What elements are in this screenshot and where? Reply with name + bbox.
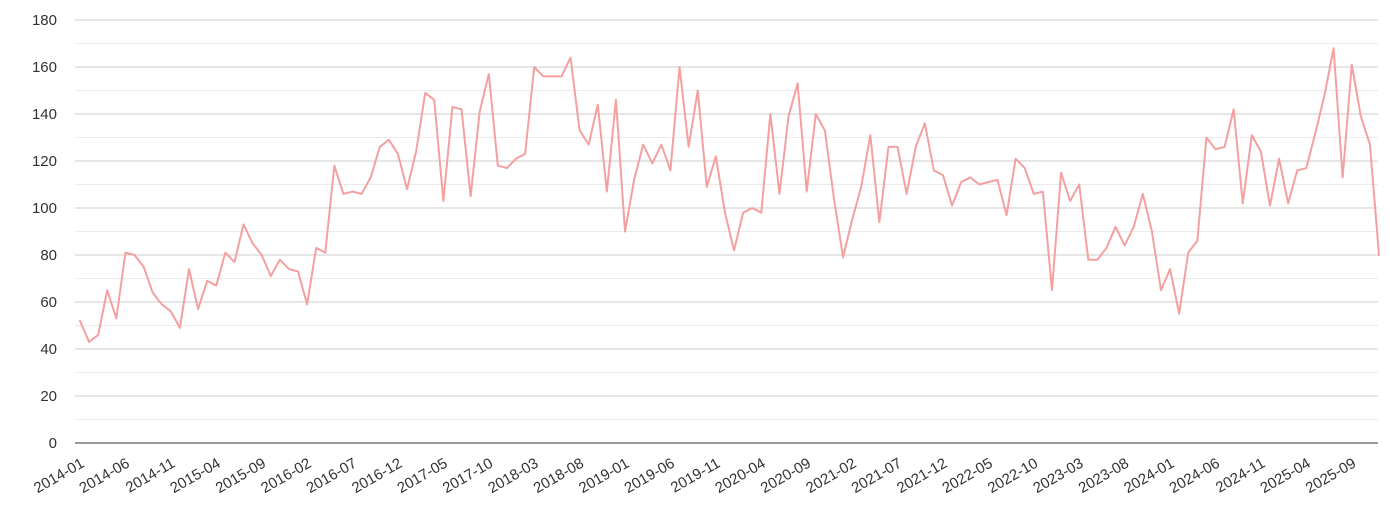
x-tick-label: 2019-06: [621, 455, 677, 497]
series-line: [79, 47, 1380, 343]
x-tick-label: 2025-09: [1303, 455, 1359, 497]
x-tick-label: 2022-10: [985, 455, 1041, 497]
x-tick-label: 2016-02: [258, 455, 314, 497]
x-tick-label: 2020-09: [758, 455, 814, 497]
x-tick-label: 2021-02: [803, 455, 859, 497]
x-tick-label: 2023-03: [1030, 455, 1086, 497]
y-tick-label: 0: [49, 435, 57, 452]
x-tick-label: 2017-05: [394, 455, 450, 497]
x-tick-label: 2019-01: [576, 455, 632, 497]
y-axis-ticks: 0 20 40 60 80 100 120 140 160 180: [32, 12, 57, 452]
y-tick-label: 180: [32, 12, 57, 29]
x-tick-label: 2018-08: [531, 455, 587, 497]
x-tick-label: 2015-09: [213, 455, 269, 497]
x-tick-label: 2014-11: [123, 455, 178, 497]
x-tick-label: 2019-11: [668, 455, 723, 497]
x-tick-label: 2023-08: [1076, 455, 1132, 497]
x-tick-label: 2024-01: [1121, 455, 1177, 497]
x-tick-label: 2016-07: [304, 455, 360, 497]
y-tick-label: 140: [32, 106, 57, 123]
x-tick-label: 2020-04: [712, 455, 768, 497]
gridlines: [75, 19, 1378, 420]
x-tick-label: 2018-03: [485, 455, 541, 497]
x-tick-label: 2024-06: [1167, 455, 1223, 497]
x-tick-label: 2014-01: [31, 455, 87, 497]
x-tick-label: 2022-05: [939, 455, 995, 497]
x-tick-label: 2017-10: [440, 455, 496, 497]
x-tick-label: 2016-12: [349, 455, 405, 497]
y-tick-label: 120: [32, 153, 57, 170]
y-tick-label: 40: [40, 341, 57, 358]
x-tick-label: 2024-11: [1213, 455, 1268, 497]
y-tick-label: 60: [40, 294, 57, 311]
x-tick-label: 2021-12: [894, 455, 950, 497]
y-tick-label: 160: [32, 59, 57, 76]
x-tick-label: 2025-04: [1257, 455, 1313, 497]
x-axis-ticks: 2014-012014-062014-112015-042015-092016-…: [31, 455, 1359, 497]
y-tick-label: 20: [40, 388, 57, 405]
y-tick-label: 100: [32, 200, 57, 217]
x-tick-label: 2021-07: [849, 455, 905, 497]
x-tick-label: 2015-04: [167, 455, 223, 497]
series-group: [79, 47, 1380, 343]
y-tick-label: 80: [40, 247, 57, 264]
x-tick-label: 2014-06: [76, 455, 132, 497]
